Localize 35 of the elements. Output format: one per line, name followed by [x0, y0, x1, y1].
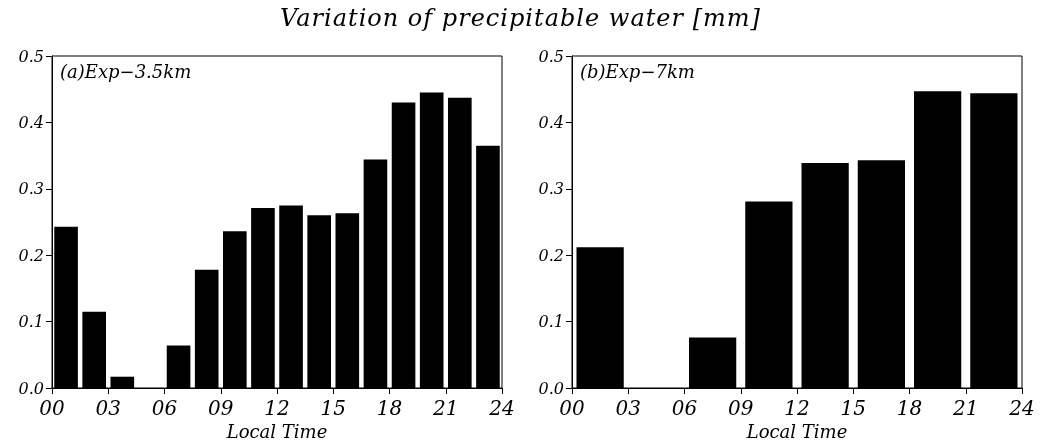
x-tick-label: 21 — [952, 396, 979, 420]
x-tick-label: 03 — [615, 396, 641, 420]
y-tick-label: 0.2 — [538, 245, 564, 265]
x-tick-label: 06 — [151, 396, 178, 420]
x-tick-label: 06 — [671, 396, 698, 420]
x-tick-label: 15 — [320, 396, 346, 420]
y-tick-label: 0.0 — [18, 378, 44, 398]
chart-title: Variation of precipitable water [mm] — [279, 4, 762, 32]
x-tick-label: 09 — [728, 396, 754, 420]
x-tick-label: 18 — [896, 396, 923, 420]
y-tick-label: 0.5 — [538, 46, 564, 66]
annotation: (a)Exp−3.5km — [60, 60, 192, 82]
y-tick-label: 0.4 — [538, 112, 564, 132]
x-axis-title: Local Time — [745, 421, 848, 443]
y-tick-label: 0.5 — [18, 46, 44, 66]
x-tick-label: 21 — [432, 396, 459, 420]
x-tick-label: 15 — [840, 396, 866, 420]
y-tick-label: 0.1 — [538, 312, 564, 332]
x-tick-label: 12 — [784, 396, 810, 420]
y-tick-label: 0.3 — [18, 179, 44, 199]
annotation: (b)Exp−7km — [580, 60, 695, 82]
y-tick-label: 0.2 — [18, 245, 44, 265]
y-tick-label: 0.3 — [538, 179, 564, 199]
y-tick-label: 0.4 — [18, 112, 44, 132]
x-axis-title: Local Time — [225, 421, 328, 443]
x-tick-label: 24 — [488, 396, 515, 420]
x-tick-label: 00 — [39, 396, 65, 420]
x-tick-label: 00 — [559, 396, 585, 420]
x-tick-label: 24 — [1008, 396, 1035, 420]
x-tick-label: 12 — [264, 396, 290, 420]
x-tick-label: 09 — [208, 396, 234, 420]
x-tick-label: 18 — [376, 396, 403, 420]
y-tick-label: 0.1 — [18, 312, 44, 332]
y-tick-label: 0.0 — [538, 378, 564, 398]
x-tick-label: 03 — [95, 396, 121, 420]
